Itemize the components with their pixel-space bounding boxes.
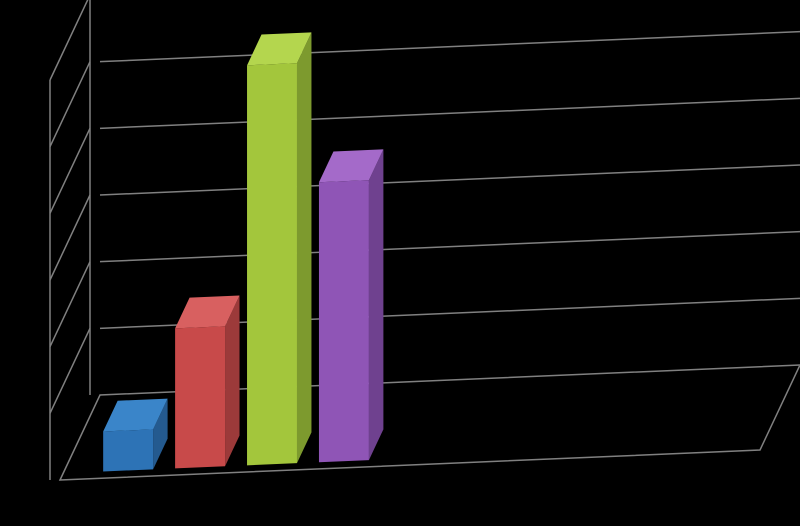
gridline-side — [50, 62, 90, 147]
gridline — [100, 232, 800, 262]
bar-3-side — [297, 32, 311, 463]
bar-2-front — [175, 326, 225, 468]
bar-chart-3d — [0, 0, 800, 526]
gridline-side — [50, 328, 90, 413]
bar-3-front — [247, 63, 297, 465]
gridline — [100, 98, 800, 128]
gridline-side — [50, 195, 90, 280]
bar-4-side — [369, 149, 383, 460]
bar-1-front — [103, 429, 153, 471]
gridline — [100, 32, 800, 62]
gridline-side — [50, 128, 90, 213]
gridline-side — [50, 262, 90, 347]
chart-floor — [60, 365, 800, 480]
bar-4-front — [319, 180, 369, 462]
gridline — [100, 165, 800, 195]
gridline-side — [50, 0, 90, 80]
